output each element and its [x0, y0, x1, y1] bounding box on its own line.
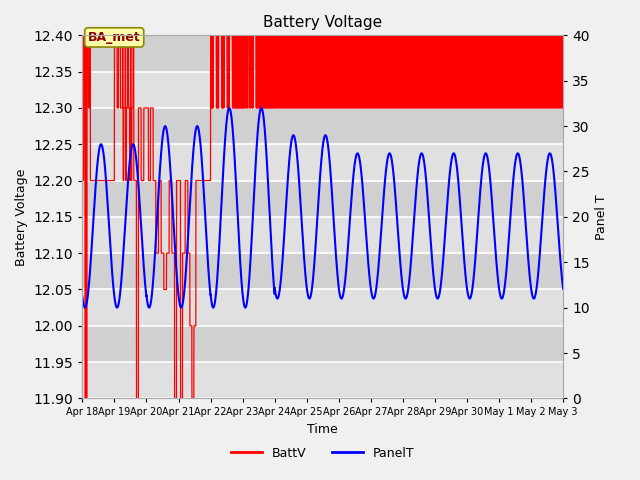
Y-axis label: Panel T: Panel T: [595, 194, 609, 240]
Bar: [83, 180, 563, 217]
Bar: [83, 36, 563, 72]
Bar: [83, 289, 563, 326]
Bar: [83, 72, 563, 108]
Bar: [83, 326, 563, 362]
Bar: [83, 108, 563, 144]
Bar: [83, 144, 563, 180]
Title: Battery Voltage: Battery Voltage: [263, 15, 382, 30]
Legend: BattV, PanelT: BattV, PanelT: [226, 442, 420, 465]
X-axis label: Time: Time: [307, 423, 338, 436]
Y-axis label: Battery Voltage: Battery Voltage: [15, 168, 28, 265]
Bar: [83, 253, 563, 289]
Bar: [83, 217, 563, 253]
Bar: [83, 362, 563, 398]
Text: BA_met: BA_met: [88, 31, 141, 44]
